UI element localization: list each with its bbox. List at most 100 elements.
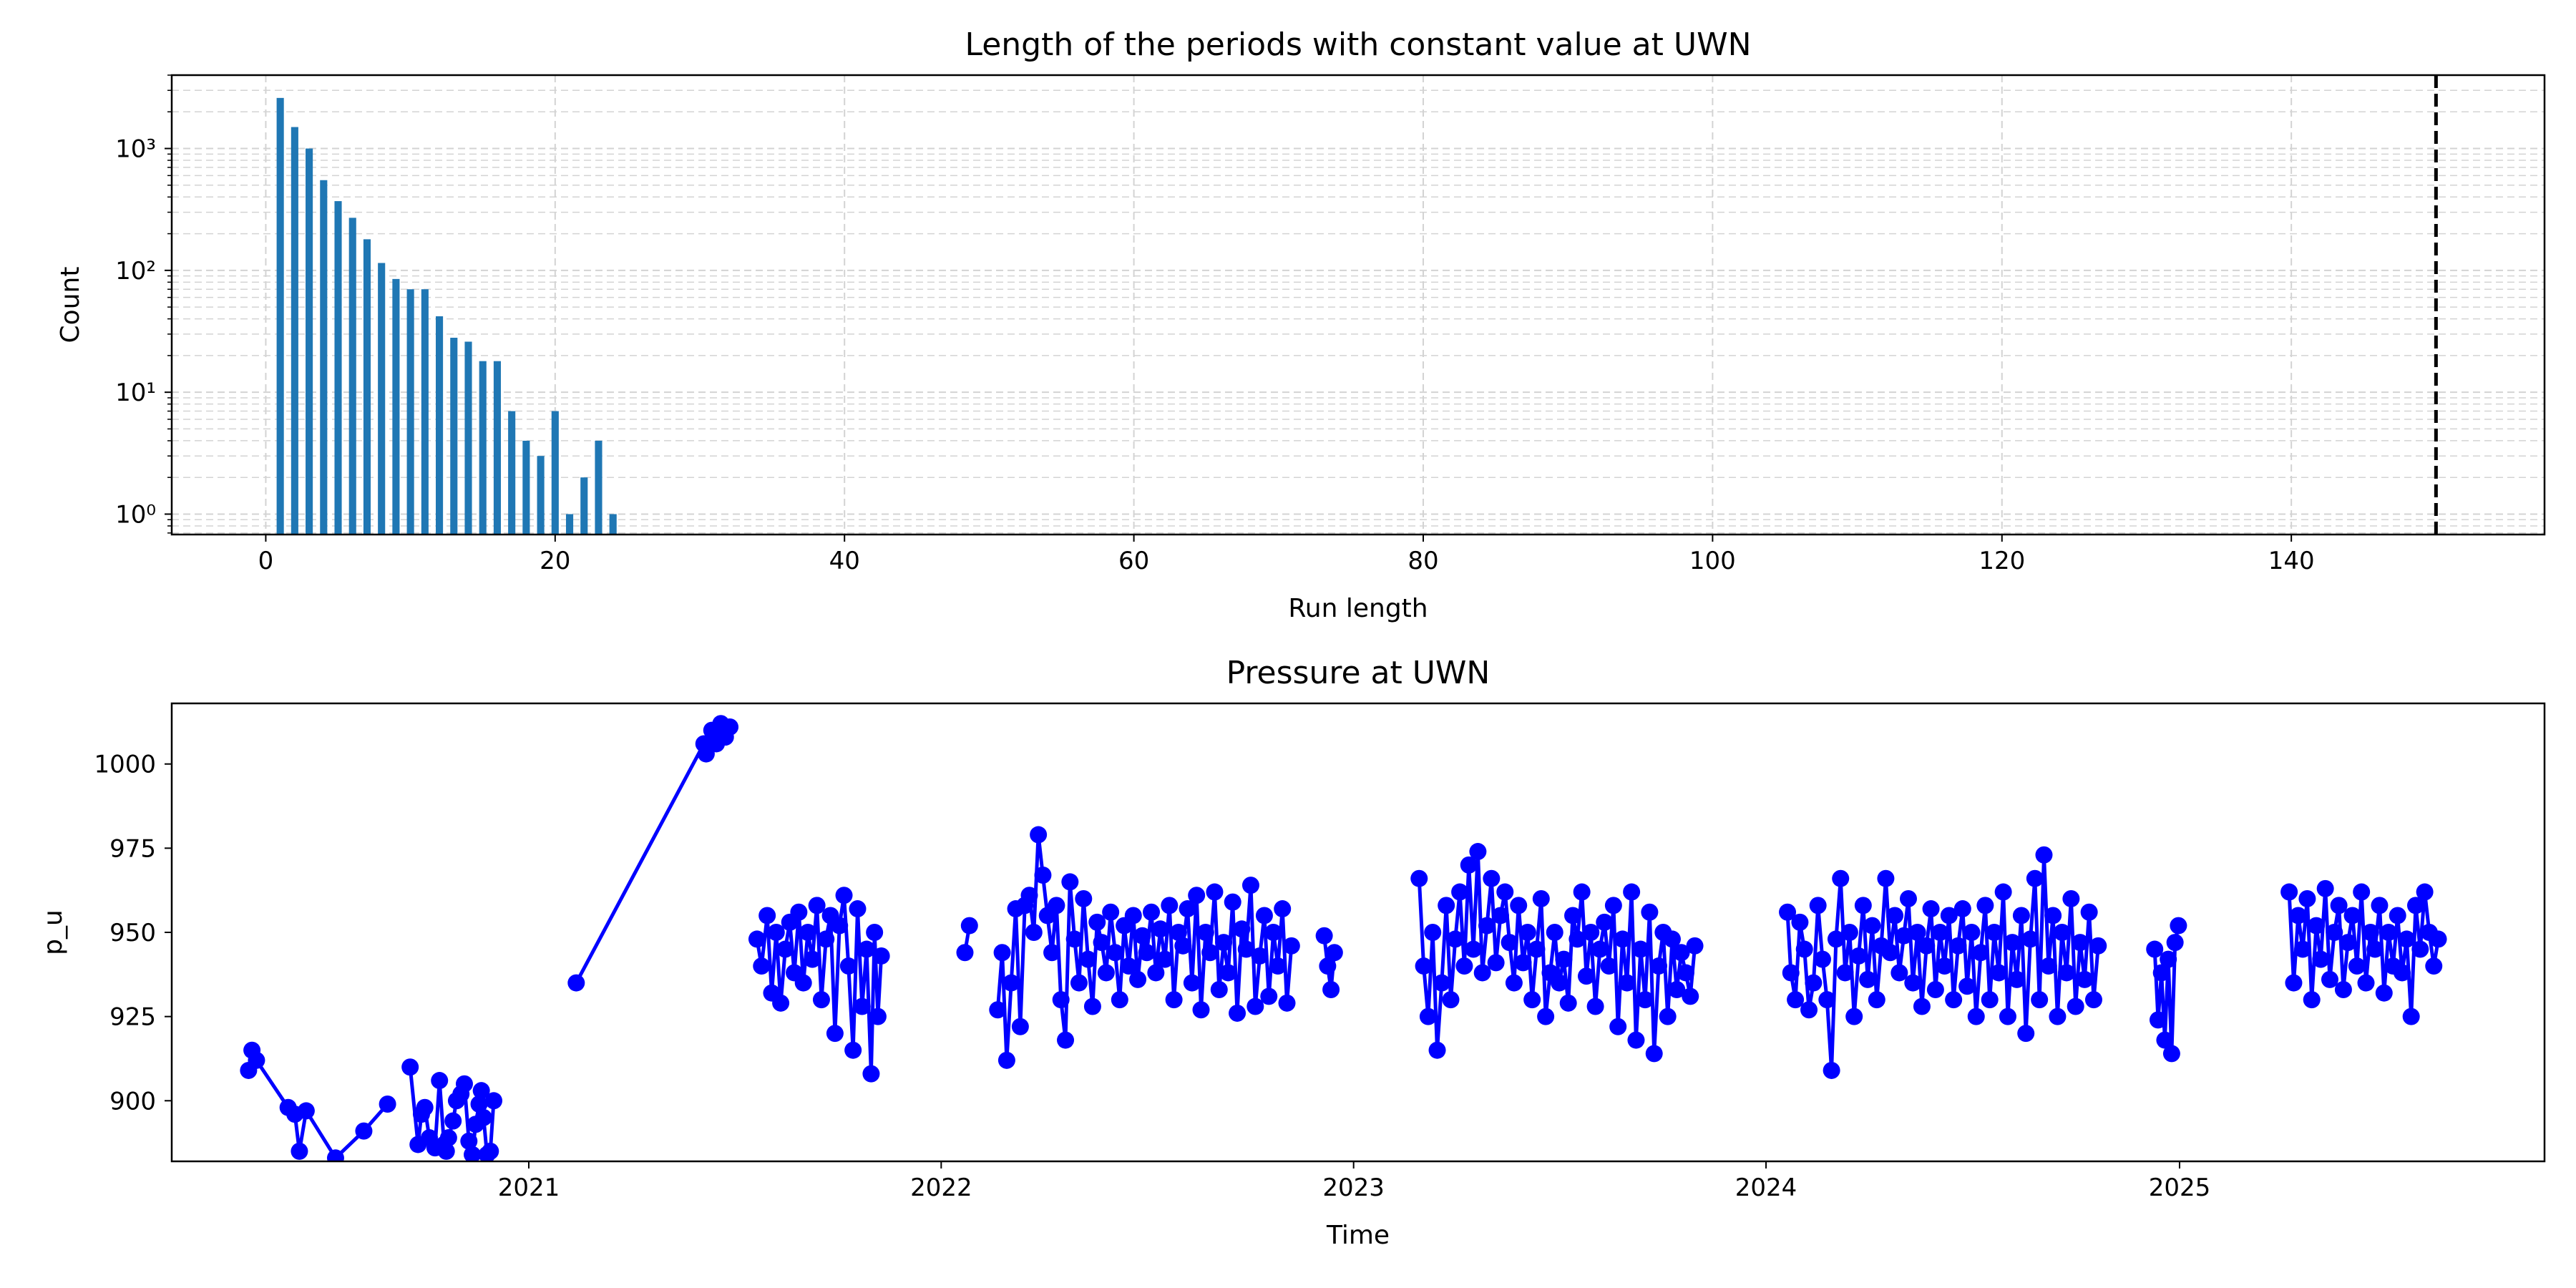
x-tick-label: 140	[2268, 547, 2315, 575]
pressure-data-point	[1618, 974, 1636, 992]
histogram-bar	[392, 278, 400, 535]
pressure-data-point	[1061, 873, 1079, 891]
pressure-data-point	[1093, 934, 1111, 952]
histogram-bar	[306, 148, 313, 535]
pressure-data-point	[826, 1025, 844, 1043]
x-tick-label: 2024	[1735, 1174, 1797, 1202]
pressure-data-point	[2429, 930, 2447, 948]
pressure-data-point	[1555, 950, 1573, 968]
pressure-data-point	[444, 1112, 462, 1130]
pressure-data-point	[1586, 997, 1604, 1015]
pressure-data-point	[1269, 957, 1287, 975]
histogram-title: Length of the periods with constant valu…	[965, 26, 1751, 63]
pressure-data-point	[1604, 897, 1622, 914]
pressure-data-point	[2394, 964, 2411, 982]
pressure-data-point	[1582, 924, 1600, 941]
pressure-data-point	[1233, 920, 1251, 938]
pressure-data-point	[1147, 964, 1165, 982]
pressure-data-point	[872, 947, 890, 965]
pressure-data-point	[1832, 869, 1850, 887]
pressure-data-point	[2321, 970, 2338, 988]
pressure-data-point	[1043, 944, 1061, 962]
histogram-y-label: Count	[56, 267, 85, 343]
pressure-data-point	[2039, 957, 2057, 975]
pressure-data-point	[1913, 997, 1931, 1015]
pressure-data-point	[439, 1129, 457, 1147]
pressure-data-point	[1627, 1031, 1645, 1049]
pressure-x-label: Time	[1326, 1221, 1390, 1250]
pressure-data-point	[1433, 974, 1450, 992]
pressure-data-point	[1455, 957, 1473, 975]
y-tick-label: 10¹	[115, 379, 156, 407]
pressure-data-point	[1999, 1008, 2016, 1025]
histogram-bar	[479, 361, 487, 535]
pressure-data-point	[2398, 930, 2416, 948]
pressure-data-point	[1151, 920, 1169, 938]
histogram-bar	[522, 440, 530, 535]
pressure-y-ticks: 900 925 950 975 1000	[94, 751, 172, 1116]
histogram-bars	[276, 97, 617, 535]
histogram-bar	[508, 411, 516, 535]
pressure-data-point	[849, 900, 867, 918]
pressure-data-point	[2326, 924, 2343, 941]
pressure-data-point	[1528, 940, 1546, 958]
pressure-data-point	[1020, 887, 1038, 904]
x-tick-label: 20	[540, 547, 570, 575]
pressure-data-point	[2031, 991, 2049, 1009]
pressure-data-point	[1460, 856, 1478, 874]
pressure-data-point	[1827, 930, 1845, 948]
pressure-data-point	[1809, 897, 1827, 914]
pressure-data-point	[804, 950, 821, 968]
pressure-data-point	[2080, 903, 2098, 921]
pressure-data-point	[1850, 947, 1868, 965]
pressure-data-point	[455, 1075, 473, 1093]
pressure-data-point	[2366, 940, 2384, 958]
pressure-data-point	[817, 930, 835, 948]
pressure-data-point	[1659, 1008, 1677, 1025]
x-tick-label: 80	[1407, 547, 1438, 575]
pressure-data-point	[1546, 924, 1563, 941]
pressure-data-point	[248, 1051, 265, 1069]
pressure-data-point	[1645, 1045, 1663, 1063]
pressure-data-point	[1169, 924, 1187, 941]
pressure-data-point	[1224, 893, 1241, 911]
histogram-bar	[436, 316, 444, 535]
pressure-data-point	[1048, 897, 1065, 914]
pressure-data-point	[1065, 930, 1083, 948]
pressure-data-point	[1787, 991, 1805, 1009]
pressure-data-point	[326, 1149, 344, 1161]
y-tick-label: 950	[109, 919, 156, 947]
pressure-data-point	[767, 924, 785, 941]
pressure-data-point	[1201, 944, 1219, 962]
pressure-data-point	[567, 974, 585, 992]
pressure-data-point	[2375, 984, 2393, 1002]
pressure-data-point	[1958, 977, 1976, 995]
histogram-panel: Length of the periods with constant valu…	[56, 26, 2546, 623]
pressure-series-points	[240, 715, 2447, 1161]
pressure-data-point	[1483, 869, 1501, 887]
histogram-bar	[291, 127, 298, 535]
pressure-data-point	[2380, 924, 2398, 941]
pressure-data-point	[1976, 897, 1994, 914]
pressure-data-point	[1415, 957, 1433, 975]
pressure-data-point	[2361, 924, 2379, 941]
pressure-data-point	[1931, 924, 1949, 941]
pressure-data-point	[2049, 1008, 2067, 1025]
pressure-data-point	[2389, 907, 2406, 924]
pressure-data-point	[1623, 883, 1641, 901]
pressure-data-point	[1614, 930, 1631, 948]
pressure-data-point	[772, 994, 790, 1012]
pressure-data-point	[2402, 1008, 2420, 1025]
pressure-data-point	[1120, 957, 1138, 975]
pressure-data-point	[2058, 964, 2076, 982]
pressure-data-point	[1057, 1031, 1075, 1049]
histogram-bar	[595, 440, 602, 535]
pressure-data-point	[1972, 944, 1990, 962]
histogram-bar	[609, 514, 617, 535]
pressure-data-point	[1981, 991, 1999, 1009]
histogram-bar	[450, 338, 458, 535]
pressure-data-point	[1246, 997, 1264, 1015]
pressure-x-ticks: 2021 2022 2023 2024 2025	[498, 1161, 2210, 1202]
